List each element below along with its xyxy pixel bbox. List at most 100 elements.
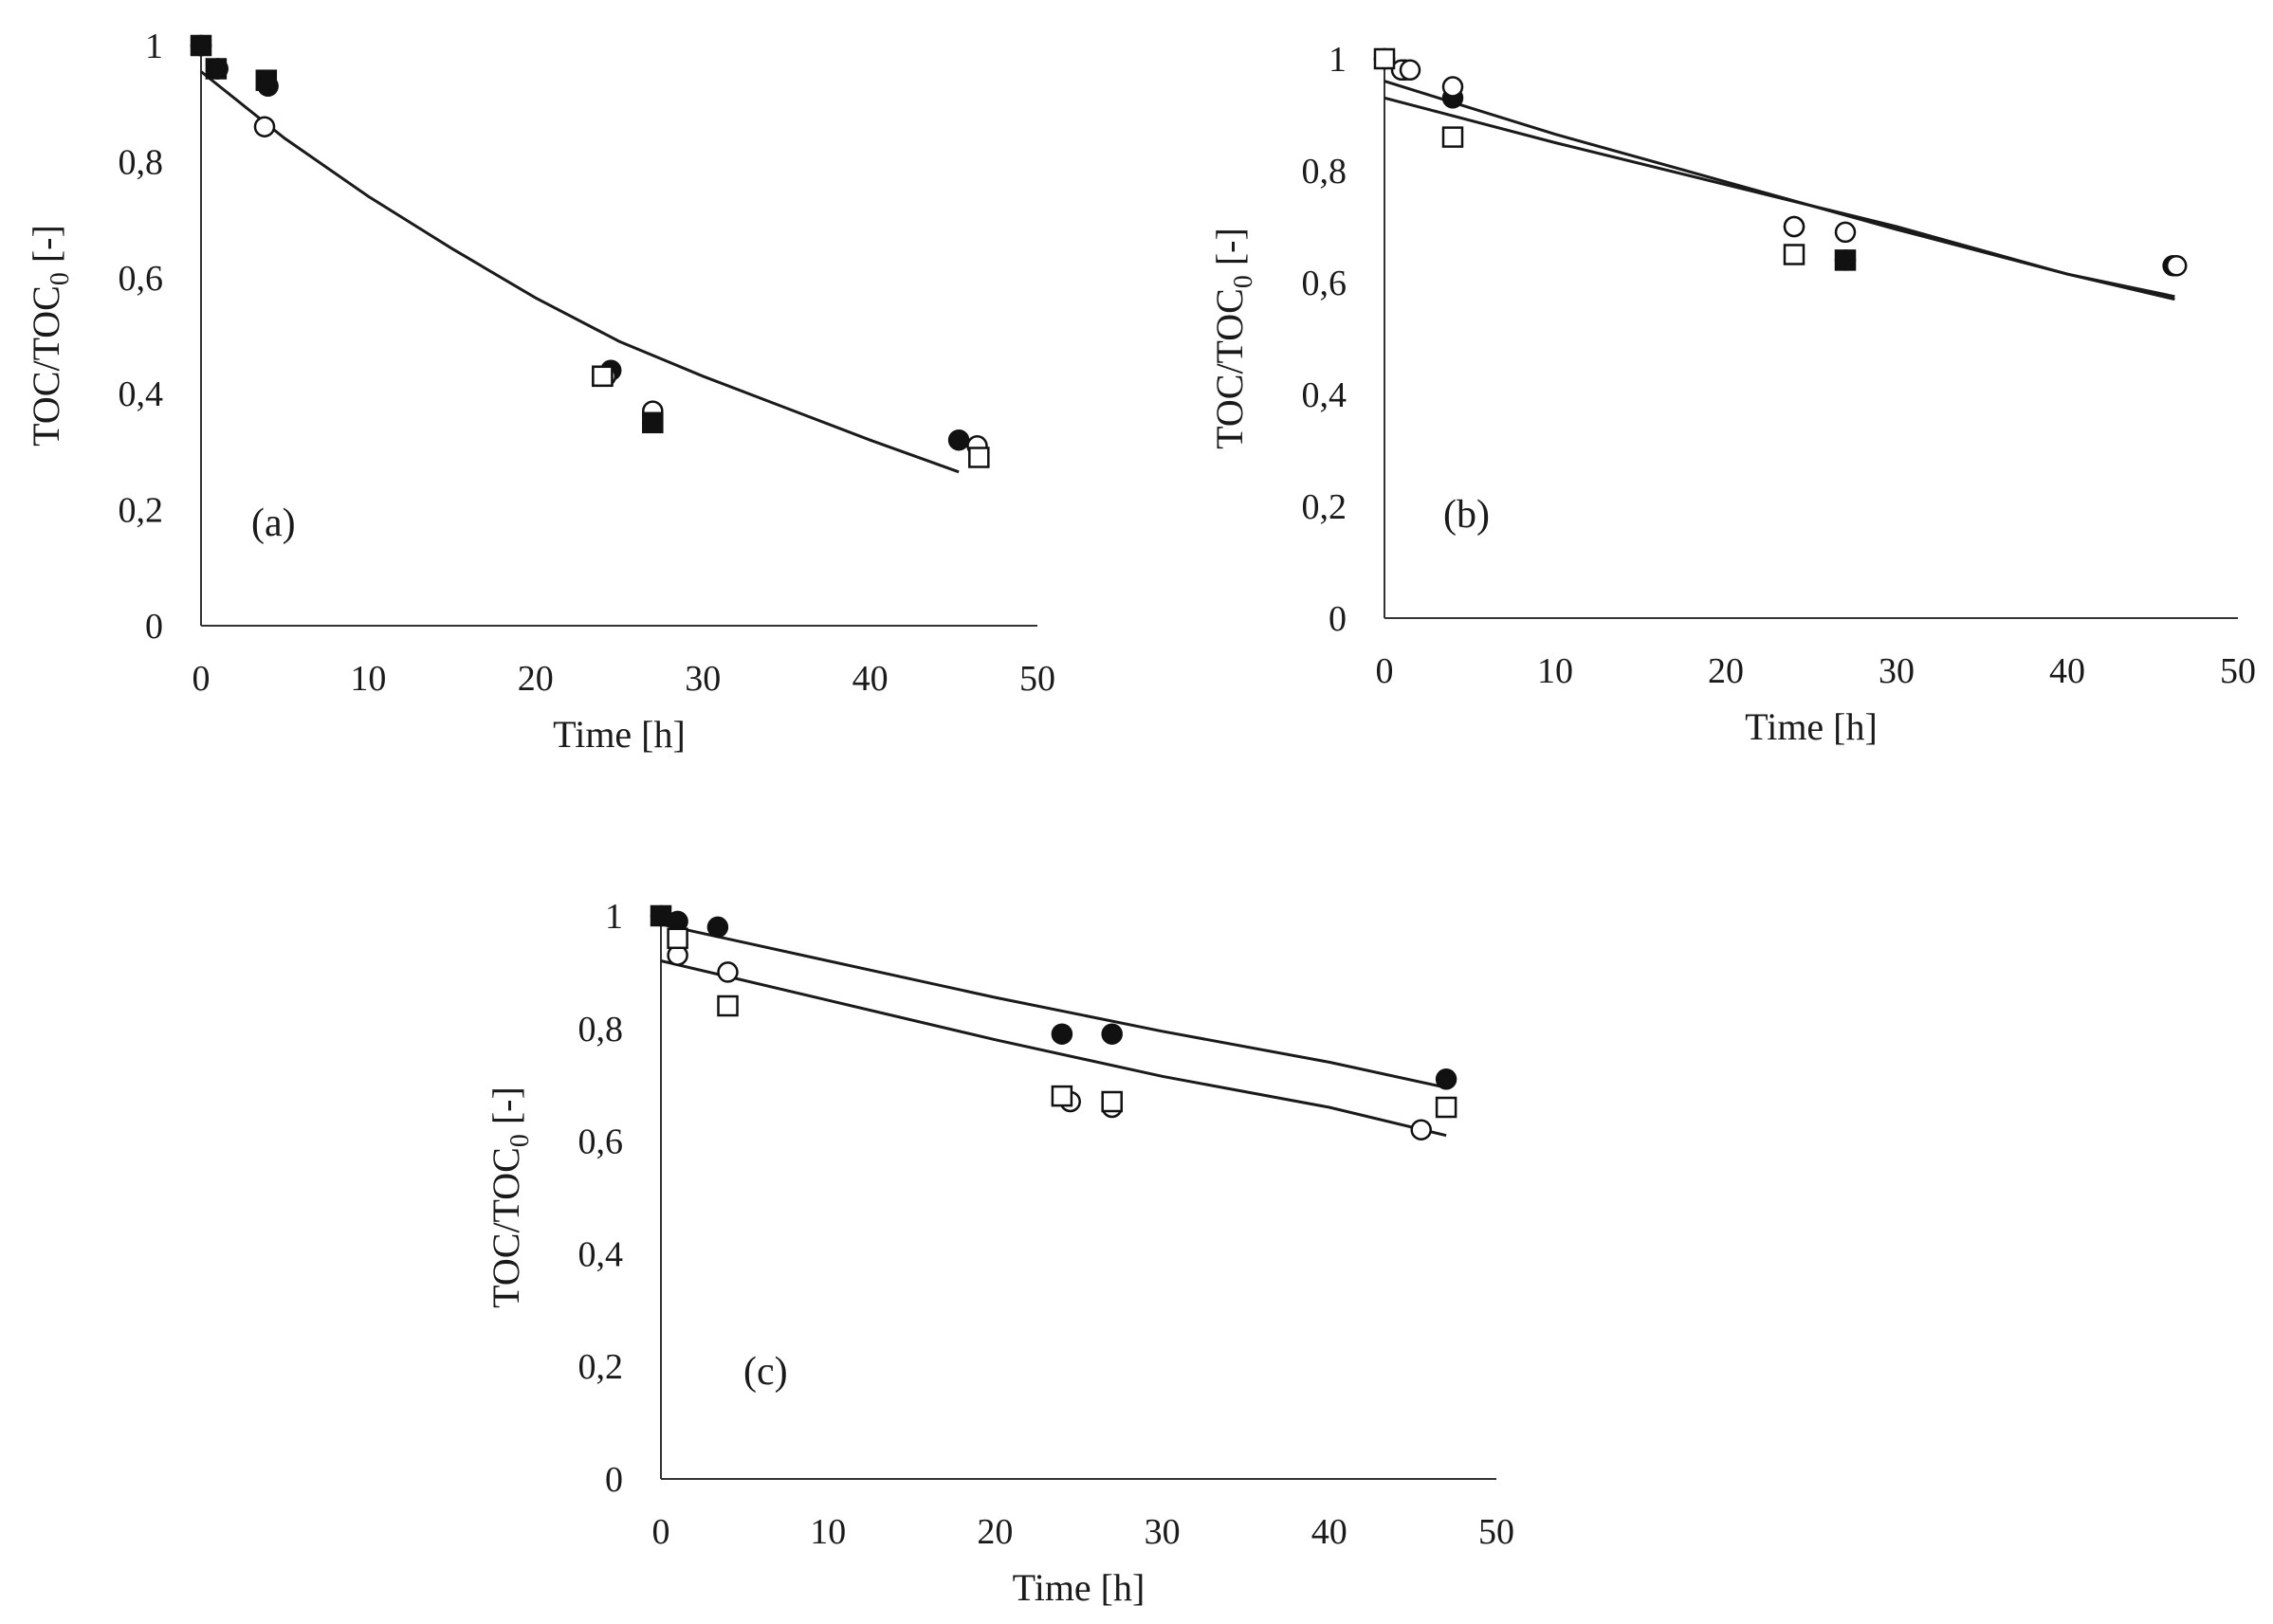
y-tick-labels: 0 0,2 0,4 0,6 0,8 1 — [119, 27, 164, 647]
panel-b: 0 0,2 0,4 0,6 0,8 1 0 10 20 30 40 50 Tim… — [1208, 40, 2256, 748]
data-point-open-square — [1101, 1090, 1123, 1113]
data-point-filled-circle — [1435, 1068, 1457, 1090]
data-point-open-circle — [717, 961, 739, 983]
y-tick-label: 0,4 — [1302, 375, 1347, 415]
fit-curve — [660, 922, 1447, 1089]
y-tick-label: 0 — [605, 1460, 623, 1500]
y-axis-title-suffix: [-] — [485, 1086, 527, 1134]
data-point-open-square — [1441, 126, 1464, 148]
panel-label: (b) — [1443, 493, 1490, 537]
y-axis-title-main: TOC/TOC — [25, 285, 67, 447]
x-tick-label: 30 — [1145, 1512, 1181, 1552]
x-tick-label: 0 — [1376, 651, 1394, 691]
y-axis-title-subscript: 0 — [505, 1134, 535, 1147]
y-axis-title-subscript: 0 — [1229, 275, 1258, 288]
x-tick-label: 10 — [350, 659, 386, 699]
panel-label: (c) — [743, 1350, 788, 1394]
y-tick-label: 1 — [1329, 40, 1347, 80]
data-point-open-circle — [1410, 1119, 1432, 1140]
data-point-filled-circle — [706, 916, 729, 939]
y-tick-label: 0,6 — [119, 259, 164, 299]
y-tick-label: 0,8 — [119, 142, 164, 182]
x-tick-label: 10 — [810, 1512, 846, 1552]
data-point-open-circle — [1441, 76, 1464, 98]
y-tick-label: 0,6 — [1302, 264, 1347, 303]
y-tick-label: 1 — [605, 897, 623, 937]
fit-curves — [1384, 80, 2175, 301]
y-tick-label: 0,6 — [578, 1122, 624, 1162]
x-tick-label: 10 — [1537, 651, 1573, 691]
x-axis-title: Time [h] — [553, 713, 686, 756]
fit-curves — [200, 70, 960, 474]
y-axis-title: TOC/TOC0 [-] — [485, 1086, 535, 1308]
panel-label: (a) — [251, 502, 296, 545]
data-point-open-square — [1435, 1096, 1457, 1119]
x-tick-labels: 0 10 20 30 40 50 — [192, 659, 1056, 699]
y-tick-label: 0,8 — [578, 1010, 624, 1049]
y-axis-title-suffix: [-] — [25, 225, 67, 272]
fit-curve — [1384, 96, 2175, 299]
data-point-open-square — [1051, 1085, 1073, 1107]
x-tick-label: 20 — [518, 659, 554, 699]
data-point-filled-square — [190, 34, 212, 57]
x-tick-label: 20 — [977, 1512, 1013, 1552]
x-tick-label: 40 — [852, 659, 889, 699]
data-point-open-square — [717, 994, 739, 1017]
x-axis-title: Time [h] — [1013, 1566, 1146, 1609]
x-tick-label: 30 — [685, 659, 721, 699]
x-tick-label: 40 — [2049, 651, 2085, 691]
fit-curve — [200, 70, 960, 474]
y-tick-label: 0,2 — [119, 491, 164, 531]
data-point-open-square — [592, 365, 614, 388]
x-tick-labels: 0 10 20 30 40 50 — [1376, 651, 2257, 691]
y-tick-label: 0,4 — [578, 1234, 624, 1274]
y-axis-title: TOC/TOC0 [-] — [25, 225, 75, 447]
data-point-open-square — [667, 927, 688, 950]
y-tick-labels: 0 0,2 0,4 0,6 0,8 1 — [578, 897, 624, 1500]
data-point-filled-square — [1834, 249, 1857, 271]
y-tick-labels: 0 0,2 0,4 0,6 0,8 1 — [1302, 40, 1347, 639]
panel-a: 0 0,2 0,4 0,6 0,8 1 0 10 20 30 40 50 Tim… — [25, 27, 1055, 756]
data-point-open-square — [1373, 47, 1396, 70]
y-tick-label: 0,2 — [1302, 487, 1347, 527]
data-point-open-circle — [2165, 255, 2188, 277]
data-point-filled-square — [642, 411, 664, 434]
data-point-filled-square — [205, 58, 228, 80]
fit-curves — [660, 922, 1447, 1138]
y-tick-label: 1 — [145, 27, 163, 66]
x-tick-label: 0 — [652, 1512, 670, 1552]
y-tick-label: 0,4 — [119, 374, 164, 414]
data-point-open-square — [968, 447, 990, 468]
data-point-filled-square — [650, 904, 672, 927]
x-tick-label: 0 — [192, 659, 211, 699]
x-axis-title: Time [h] — [1745, 705, 1878, 748]
x-tick-label: 30 — [1879, 651, 1915, 691]
data-point-open-circle — [1399, 59, 1421, 82]
y-tick-label: 0,8 — [1302, 152, 1347, 192]
data-points — [1373, 47, 2188, 277]
data-point-open-circle — [1783, 215, 1806, 238]
data-point-filled-circle — [1051, 1023, 1073, 1045]
data-point-filled-circle — [1101, 1023, 1123, 1045]
y-tick-label: 0 — [145, 607, 163, 647]
y-tick-label: 0 — [1329, 599, 1347, 639]
x-tick-labels: 0 10 20 30 40 50 — [652, 1512, 1515, 1552]
y-axis-title: TOC/TOC0 [-] — [1208, 228, 1258, 449]
x-tick-label: 50 — [2220, 651, 2256, 691]
panel-c: 0 0,2 0,4 0,6 0,8 1 0 10 20 30 40 50 Tim… — [485, 897, 1514, 1609]
data-points — [650, 904, 1457, 1140]
y-axis-title-suffix: [-] — [1208, 228, 1251, 275]
y-tick-label: 0,2 — [578, 1347, 624, 1387]
data-point-filled-circle — [947, 429, 970, 451]
y-axis-title-main: TOC/TOC — [1208, 288, 1251, 449]
x-tick-label: 50 — [1019, 659, 1055, 699]
data-points — [190, 34, 990, 468]
y-axis-title-subscript: 0 — [46, 272, 75, 285]
data-point-filled-square — [255, 69, 278, 91]
fit-curve — [660, 959, 1447, 1138]
y-axis-title-main: TOC/TOC — [485, 1147, 527, 1308]
x-tick-label: 40 — [1311, 1512, 1347, 1552]
data-point-open-circle — [253, 116, 276, 137]
